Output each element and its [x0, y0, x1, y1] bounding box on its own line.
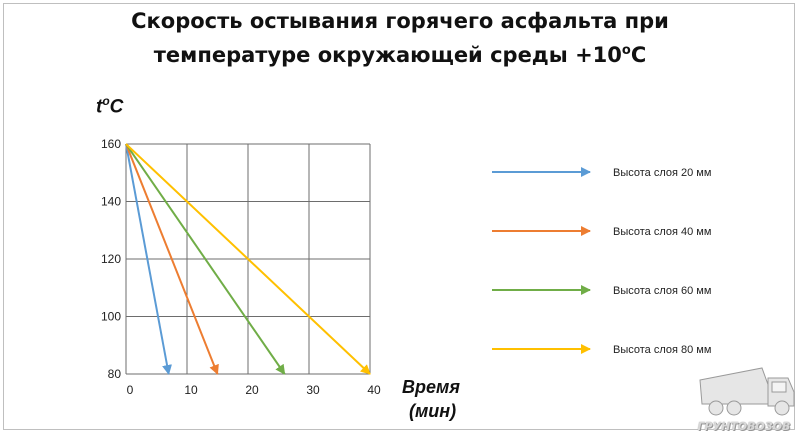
- chart-frame: [3, 3, 795, 430]
- y-tick-label: 160: [101, 137, 121, 151]
- y-tick-label: 80: [108, 367, 122, 381]
- title-line2-text: температуре окружающей среды +10: [153, 43, 622, 67]
- y-tick-label: 100: [101, 310, 121, 324]
- legend-label: Высота слоя 80 мм: [613, 344, 711, 356]
- x-tick-label: 10: [184, 383, 198, 397]
- y-tick-label: 120: [101, 252, 121, 266]
- y-axis-label-sup: о: [102, 94, 110, 108]
- truck-icon: [699, 367, 795, 416]
- chart-title-line2: температуре окружающей среды +10оС: [0, 43, 800, 67]
- x-tick-label: 20: [245, 383, 259, 397]
- y-axis-label: tоС: [96, 94, 123, 118]
- title-degree-sup: о: [621, 43, 631, 58]
- x-axis-label-line2: (мин): [409, 401, 457, 421]
- legend-label: Высота слоя 40 мм: [613, 226, 711, 238]
- watermark-logo: ГРУНТОВОЗОВ: [690, 360, 800, 435]
- x-axis-label-line1: Время: [402, 377, 460, 397]
- x-tick-label: 30: [306, 383, 320, 397]
- chart-ticks: 80 100 120 140 160 0 10 20 30 40: [101, 137, 381, 397]
- chart-legend: Высота слоя 20 мм Высота слоя 40 мм Высота…: [492, 167, 711, 356]
- legend-label: Высота слоя 60 мм: [613, 285, 711, 297]
- series-line: [125, 143, 371, 375]
- watermark-text: ГРУНТОВОЗОВ: [697, 420, 791, 433]
- legend-label: Высота слоя 20 мм: [613, 167, 711, 179]
- series-line: [125, 143, 172, 375]
- y-tick-label: 140: [101, 195, 121, 209]
- title-unit: С: [630, 43, 647, 67]
- x-tick-label: 40: [367, 383, 381, 397]
- y-axis-label-t: t: [96, 96, 103, 118]
- series-line: [125, 143, 286, 375]
- series-line: [125, 143, 219, 375]
- x-tick-label: 0: [127, 383, 134, 397]
- y-axis-label-unit: С: [109, 96, 124, 118]
- chart-title-line1: Скорость остывания горячего асфальта при: [131, 9, 669, 33]
- chart-series: [125, 143, 371, 375]
